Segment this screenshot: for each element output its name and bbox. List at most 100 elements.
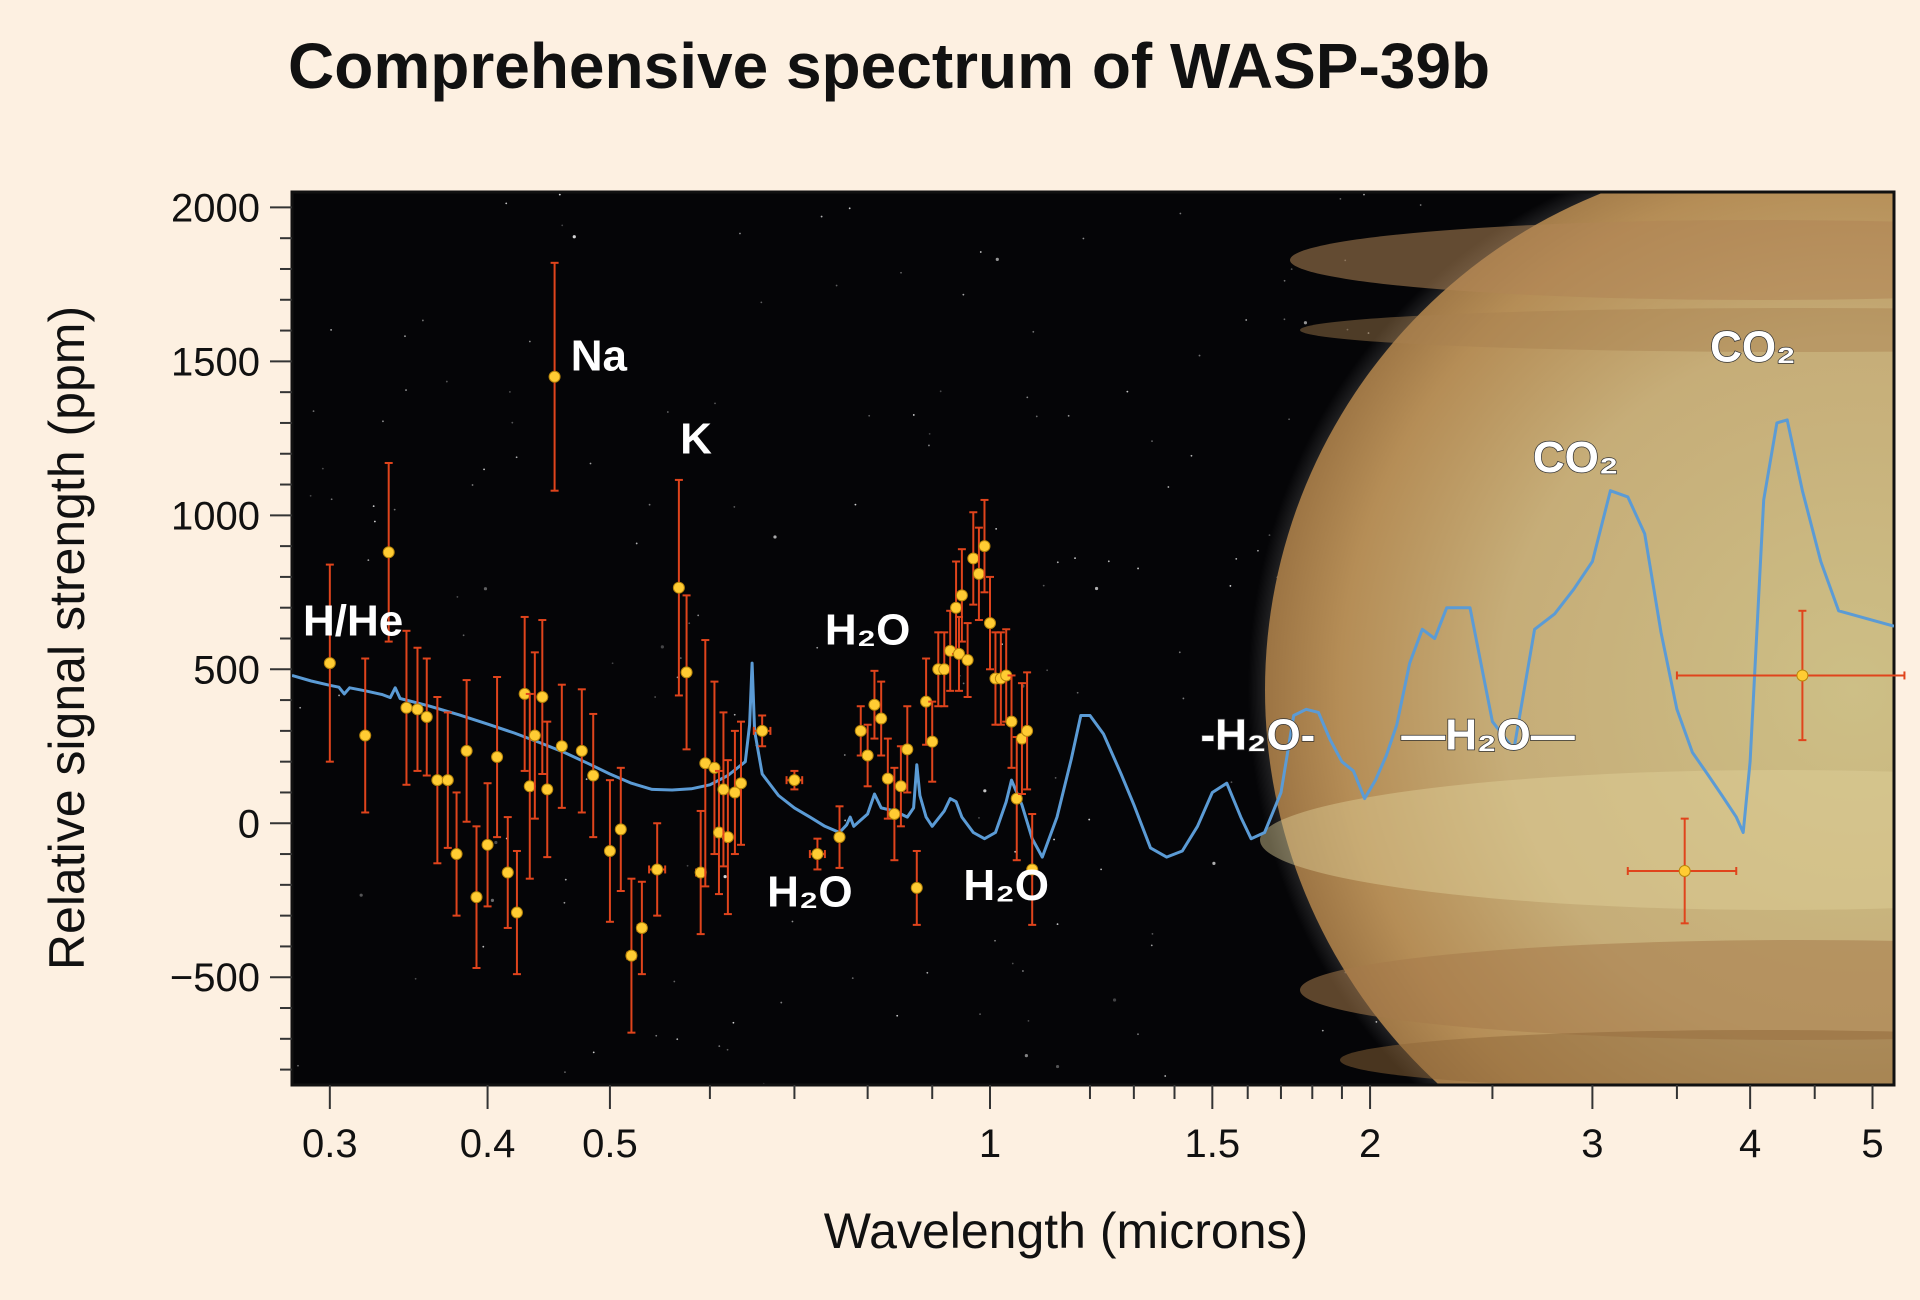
data-point xyxy=(431,696,444,865)
star xyxy=(1042,584,1045,587)
data-point xyxy=(441,711,454,849)
star xyxy=(851,977,854,979)
data-point xyxy=(978,498,991,594)
data-marker xyxy=(441,774,454,787)
star xyxy=(1150,944,1153,947)
star xyxy=(654,696,657,698)
annotations: H/He Na K H₂O H₂O H₂O -H₂O- —H₂O— CO₂ CO₂ xyxy=(303,322,1796,917)
star xyxy=(739,232,741,235)
x-tick-label: 5 xyxy=(1861,1122,1883,1166)
data-marker xyxy=(481,838,494,851)
x-tick-label: 0.4 xyxy=(460,1122,516,1166)
star xyxy=(1182,697,1185,700)
data-point xyxy=(785,769,804,791)
annotation-label: —H₂O— xyxy=(1401,710,1575,759)
x-axis-label: Wavelength (microns) xyxy=(824,1203,1308,1259)
star xyxy=(297,1064,299,1067)
data-point xyxy=(575,688,588,814)
data-marker xyxy=(431,774,444,787)
star xyxy=(1094,586,1099,591)
star xyxy=(585,778,588,781)
chart-title: Comprehensive spectrum of WASP-39b xyxy=(288,30,1490,102)
data-point xyxy=(420,657,433,777)
data-marker xyxy=(756,724,769,737)
star xyxy=(1321,1029,1324,1032)
star xyxy=(1245,319,1248,321)
star xyxy=(1112,998,1117,1002)
star xyxy=(733,506,736,508)
y-tick-label: 0 xyxy=(238,802,260,846)
data-marker xyxy=(470,891,483,904)
data-point xyxy=(541,720,554,859)
star xyxy=(393,508,396,511)
star xyxy=(926,971,929,974)
data-point xyxy=(382,461,395,643)
star xyxy=(1074,557,1076,560)
data-point xyxy=(536,619,549,775)
star xyxy=(1024,1053,1028,1058)
data-marker xyxy=(961,654,974,667)
annotation-label: H₂O xyxy=(767,867,853,916)
star xyxy=(1100,868,1103,871)
star xyxy=(843,754,846,756)
star xyxy=(309,494,312,497)
star xyxy=(1056,923,1059,926)
data-marker xyxy=(635,921,648,934)
star xyxy=(483,468,485,471)
data-point xyxy=(717,711,730,868)
star xyxy=(732,1021,735,1024)
star xyxy=(979,251,982,253)
data-point xyxy=(323,563,336,763)
data-point xyxy=(672,478,685,697)
star xyxy=(816,646,819,649)
data-point xyxy=(1005,674,1018,769)
data-point xyxy=(411,646,424,772)
star xyxy=(854,503,857,506)
star xyxy=(1212,861,1216,865)
data-point xyxy=(699,639,712,888)
data-point xyxy=(518,615,531,772)
star xyxy=(405,389,407,391)
star xyxy=(733,713,736,716)
data-marker xyxy=(868,698,881,711)
y-tick-label: 500 xyxy=(193,648,260,692)
star xyxy=(679,657,682,659)
data-point xyxy=(450,791,463,917)
data-marker xyxy=(875,712,888,725)
star xyxy=(564,878,567,881)
star xyxy=(494,840,498,845)
x-tick-label: 1 xyxy=(979,1122,1001,1166)
data-point xyxy=(955,548,968,643)
annotation-label: CO₂ xyxy=(1710,322,1796,371)
x-tick-label: 4 xyxy=(1739,1122,1761,1166)
star xyxy=(676,1038,679,1041)
star xyxy=(995,257,999,261)
star xyxy=(962,293,965,296)
star xyxy=(558,193,561,196)
y-tick-label: 1000 xyxy=(171,494,260,538)
star xyxy=(1011,962,1014,965)
data-marker xyxy=(359,729,372,742)
star xyxy=(359,893,363,897)
data-marker xyxy=(1010,792,1023,805)
data-point xyxy=(528,651,541,820)
annotation-label: H₂O xyxy=(825,606,911,655)
star xyxy=(1367,332,1370,334)
star xyxy=(456,596,459,598)
data-point xyxy=(868,669,881,740)
data-point xyxy=(555,683,568,809)
data-marker xyxy=(382,546,395,559)
star xyxy=(928,432,931,435)
star xyxy=(589,462,592,465)
data-point xyxy=(752,714,772,748)
star xyxy=(1167,486,1170,488)
star xyxy=(312,410,315,412)
data-point xyxy=(972,526,985,622)
annotation-label: CO₂ xyxy=(1533,433,1619,482)
y-tick-label: 1500 xyxy=(171,340,260,384)
x-tick-label: 0.3 xyxy=(302,1122,358,1166)
data-point xyxy=(894,745,907,828)
y-tick-label: 2000 xyxy=(171,186,260,230)
star xyxy=(978,816,980,819)
